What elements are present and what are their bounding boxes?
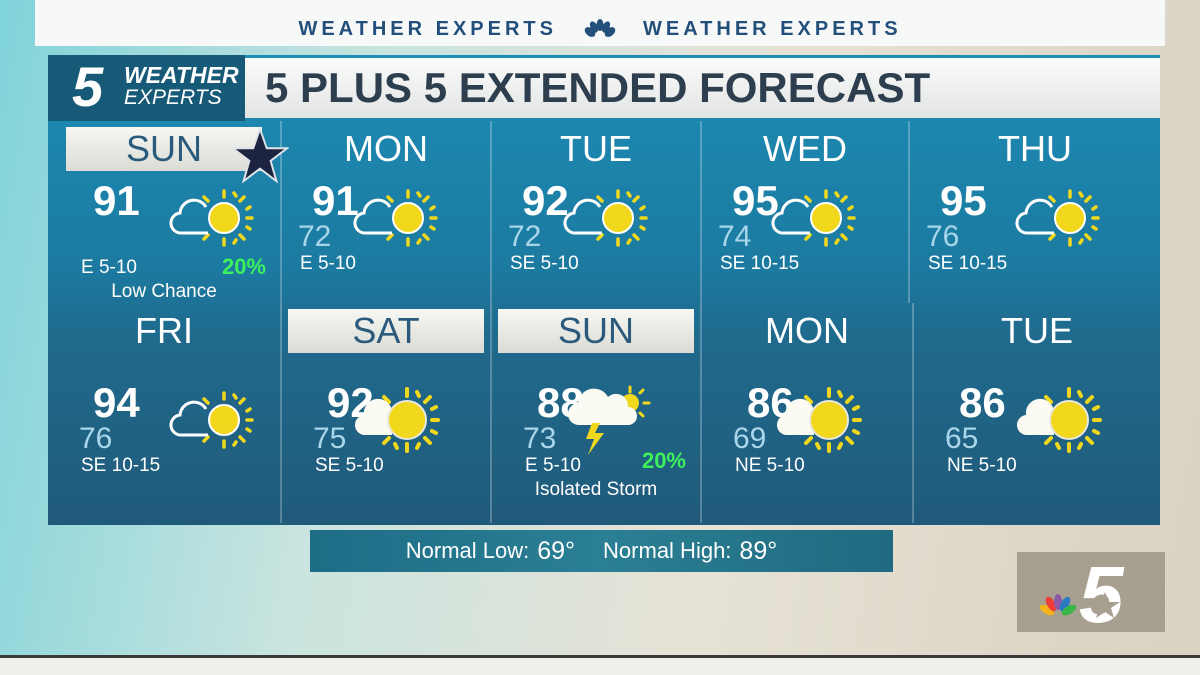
mostly-sunny-icon — [774, 385, 864, 455]
star-icon — [231, 127, 289, 184]
partly-sunny-icon — [168, 183, 258, 253]
high-temp: 91 — [93, 177, 140, 224]
day-label: FRI — [135, 310, 193, 351]
normal-low-label: Normal Low: — [405, 538, 530, 563]
wind: E 5-10 — [81, 257, 137, 278]
wind: E 5-10 — [525, 455, 581, 476]
forecast-note: Low Chance — [111, 281, 217, 302]
forecast-day-10: TUE 86 65 NE 5-10 — [912, 303, 1160, 523]
wind: NE 5-10 — [735, 455, 805, 476]
low-temp: 72 — [508, 220, 542, 253]
high-temp: 95 — [732, 177, 779, 224]
day-label: MON — [344, 128, 428, 169]
forecast-note: Isolated Storm — [534, 479, 658, 500]
normal-high-label: Normal High: — [603, 538, 732, 563]
day-label: SUN — [66, 127, 262, 171]
mostly-sunny-icon — [352, 385, 442, 455]
forecast-day-9: MON 86 69 NE 5-10 — [700, 303, 912, 523]
low-temp: 74 — [718, 220, 752, 253]
day-label: MON — [765, 310, 849, 351]
forecast-day-4: WED 95 74 SE 10-15 — [700, 121, 908, 303]
low-temp: 75 — [313, 422, 347, 455]
day-label: THU — [998, 128, 1072, 169]
wind: SE 10-15 — [928, 253, 1008, 274]
wind: SE 5-10 — [510, 253, 579, 274]
day-label: SUN — [498, 309, 694, 353]
forecast-day-2: MON 91 72 E 5-10 — [280, 121, 490, 303]
partly-sunny-icon — [1014, 183, 1104, 253]
partly-sunny-icon — [168, 385, 258, 455]
page-title: 5 PLUS 5 EXTENDED FORECAST — [245, 58, 1160, 118]
low-temp: 69 — [733, 422, 767, 455]
forecast-day-3: TUE 92 72 SE 5-10 — [490, 121, 700, 303]
normals-bar: Normal Low: 69° Normal High: 89° — [310, 530, 893, 572]
screen-edge — [0, 655, 1200, 675]
low-temp: 76 — [79, 422, 113, 455]
high-temp: 91 — [312, 177, 359, 224]
normal-low-value: 69° — [537, 536, 576, 565]
day-label: TUE — [1001, 310, 1073, 351]
forecast-day-7: SAT 92 75 SE 5-10 — [280, 303, 490, 523]
banner-text-right: WEATHER EXPERTS — [643, 17, 902, 40]
low-temp: 73 — [523, 422, 557, 455]
normal-high-value: 89° — [739, 536, 778, 565]
nbc5-logo-icon: 5 — [1039, 550, 1125, 639]
partly-sunny-icon — [770, 183, 860, 253]
partly-sunny-icon — [352, 183, 442, 253]
day-label: SAT — [288, 309, 484, 353]
forecast-day-1: SUN 91 E 5-10 20% Low Chance — [48, 121, 280, 303]
logo-line2: EXPERTS — [124, 86, 222, 109]
high-temp: 95 — [940, 177, 987, 224]
top-banner: WEATHER EXPERTS WEATHER EXPERTS — [35, 0, 1165, 46]
low-temp: 65 — [945, 422, 979, 455]
low-temp: 76 — [926, 220, 960, 253]
weather-experts-logo: 5 WEATHER EXPERTS — [48, 55, 245, 121]
wind: SE 10-15 — [81, 455, 161, 476]
wind: E 5-10 — [300, 253, 356, 274]
wind: SE 10-15 — [720, 253, 800, 274]
low-temp: 72 — [298, 220, 332, 253]
svg-text:5: 5 — [1079, 552, 1125, 632]
station-logo: 5 — [1017, 550, 1165, 639]
logo-number: 5 — [72, 55, 104, 118]
precip-chance: 20% — [221, 254, 266, 279]
thunderstorm-icon — [562, 385, 652, 455]
high-temp: 86 — [959, 379, 1006, 426]
nbc-peacock-icon — [584, 19, 616, 37]
high-temp: 94 — [93, 379, 140, 426]
banner-text-left: WEATHER EXPERTS — [298, 17, 557, 40]
high-temp: 92 — [522, 177, 569, 224]
forecast-day-8: SUN 88 73 E 5-10 20% Isolated Storm — [490, 303, 700, 523]
wind: SE 5-10 — [315, 455, 384, 476]
forecast-day-5: THU 95 76 SE 10-15 — [908, 121, 1160, 303]
precip-chance: 20% — [641, 448, 686, 473]
partly-sunny-icon — [562, 183, 652, 253]
day-label: WED — [763, 128, 847, 169]
wind: NE 5-10 — [947, 455, 1017, 476]
day-label: TUE — [560, 128, 632, 169]
logo-line1: WEATHER — [124, 62, 239, 88]
forecast-panel: 5 WEATHER EXPERTS 5 PLUS 5 EXTENDED FORE… — [48, 55, 1160, 525]
forecast-day-6: FRI 94 76 SE 10-15 — [48, 303, 280, 523]
mostly-sunny-icon — [1014, 385, 1104, 455]
